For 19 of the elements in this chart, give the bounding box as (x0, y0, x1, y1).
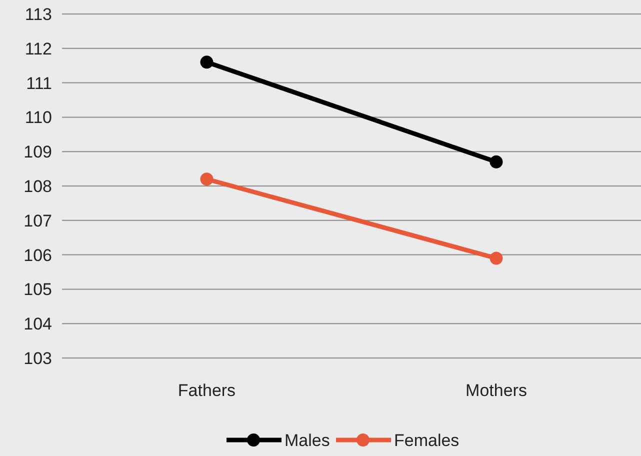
y-tick-label: 111 (26, 74, 52, 93)
y-tick-label: 108 (24, 176, 52, 196)
x-tick-label: Mothers (466, 381, 527, 400)
y-tick-label: 105 (24, 280, 52, 300)
point (200, 172, 214, 186)
y-tick-label: 106 (24, 246, 52, 265)
y-tick-label: 109 (24, 142, 52, 162)
y-tick-label: 110 (24, 108, 52, 128)
y-tick-label: 104 (24, 314, 52, 334)
x-tick-label: Fathers (178, 381, 236, 400)
point (490, 252, 503, 265)
legend-label: Males (284, 430, 330, 450)
y-tick-label: 103 (24, 348, 52, 368)
y-tick-label: 107 (24, 211, 52, 230)
y-tick-label: 113 (24, 4, 52, 24)
y-tick-label: 112 (24, 39, 52, 58)
legend-label: Females (394, 430, 460, 450)
point (490, 155, 503, 168)
point (200, 56, 214, 69)
